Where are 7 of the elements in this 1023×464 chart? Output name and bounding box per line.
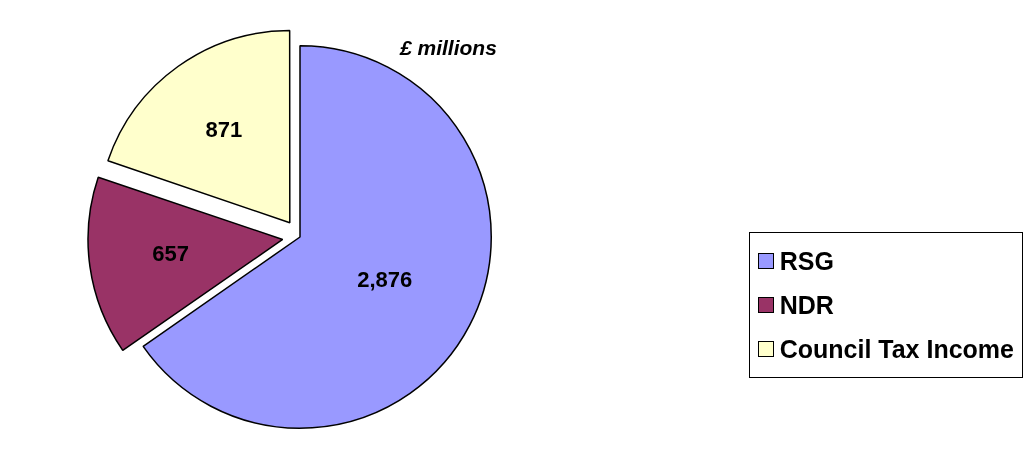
chart-title: £ millions [400,36,497,60]
data-label: 2,876 [357,267,413,293]
data-label: 871 [205,116,243,142]
legend-label: NDR [779,290,834,321]
legend-label: Council Tax Income [779,334,1014,365]
legend-label: RSG [779,246,834,277]
data-label: 657 [152,241,190,267]
